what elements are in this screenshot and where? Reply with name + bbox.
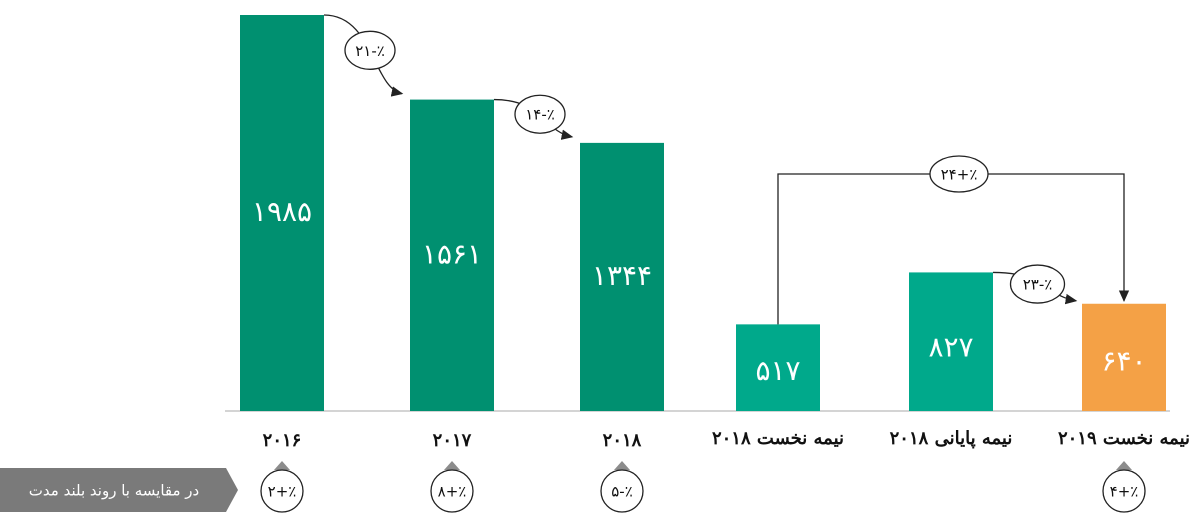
category-label-3: ۲۰۱۸ — [603, 430, 642, 451]
long-term-bubble-3-text: ٪-۵ — [611, 483, 633, 501]
change-bubble-1-circle — [344, 30, 396, 70]
long-term-bubble-2-caret — [444, 461, 460, 470]
right-bar-value-label-1: ۵۱۷ — [755, 354, 800, 387]
long-term-bubble-2-text: ٪+۸ — [438, 483, 467, 501]
bracket-change-bubble-circle — [929, 155, 989, 193]
long-term-bubble-4-circle — [1102, 469, 1146, 513]
right-bar-3 — [1082, 303, 1166, 411]
long-term-bubble-3-caret — [614, 461, 630, 470]
right-bar-2 — [909, 272, 993, 411]
bar-value-label-3: ۱۳۴۴ — [592, 259, 652, 292]
right-change-bubble-text: ٪-۲۳ — [1023, 276, 1053, 294]
long-term-bubble-3-circle — [600, 469, 644, 513]
change-bubble-2-text: ٪-۱۴ — [525, 106, 555, 124]
right-bar-1 — [736, 324, 820, 411]
right-bar-value-label-2: ۸۲۷ — [928, 331, 973, 364]
right-category-label-2: نیمه پایانی ۲۰۱۸ — [890, 428, 1013, 449]
bar-2 — [410, 99, 494, 411]
long-term-bubble-1-caret — [274, 461, 290, 470]
bar-value-label-2: ۱۵۶۱ — [422, 237, 482, 270]
right-category-label-3: نیمه نخست ۲۰۱۹ — [1058, 428, 1190, 449]
category-label-2: ۲۰۱۷ — [433, 430, 472, 451]
change-bubble-2-circle — [514, 94, 566, 134]
right-change-bubble-circle — [1009, 264, 1066, 304]
category-label-1: ۲۰۱۶ — [263, 430, 302, 451]
long-term-bubble-1-circle — [260, 469, 304, 513]
bar-1 — [240, 15, 324, 411]
bar-value-label-1: ۱۹۸۵ — [252, 195, 312, 228]
long-term-bubble-1-text: ٪+۲ — [268, 483, 297, 501]
bracket-change-bubble-text: ٪+۲۴ — [941, 166, 978, 184]
long-term-banner — [0, 468, 238, 512]
long-term-bubble-4-text: ٪+۴ — [1110, 483, 1139, 501]
long-term-bubble-2-circle — [430, 469, 474, 513]
bar-3 — [580, 142, 664, 411]
long-term-bubble-4-caret — [1116, 461, 1132, 470]
long-term-banner-text: در مقایسه با روند بلند مدت — [29, 482, 199, 500]
right-bar-value-label-3: ۶۴۰ — [1101, 345, 1146, 378]
change-bubble-1-text: ٪-۲۱ — [355, 42, 385, 60]
right-category-label-1: نیمه نخست ۲۰۱۸ — [712, 428, 844, 449]
